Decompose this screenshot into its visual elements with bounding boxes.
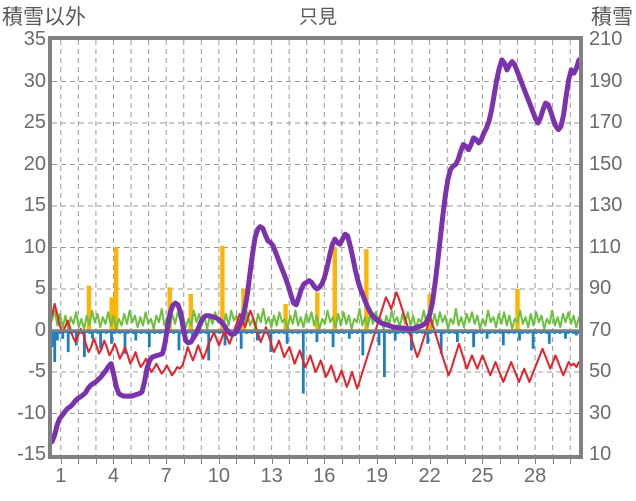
y-left-tick: 0	[34, 318, 46, 341]
x-tick: 19	[365, 465, 389, 487]
x-tick-mark	[254, 459, 256, 464]
x-tick: 4	[107, 465, 120, 487]
x-tick: 10	[207, 465, 230, 487]
x-tick-mark	[535, 459, 537, 464]
x-tick-mark	[464, 459, 466, 464]
x-tick-mark	[95, 459, 97, 464]
chart-title: 只見	[298, 7, 337, 28]
y-right-tick: 210	[589, 28, 623, 50]
y-left-tick: -15	[17, 443, 46, 465]
y-right-tick: 130	[589, 194, 623, 216]
y-left-tick: 25	[23, 111, 46, 133]
x-tick-mark	[131, 459, 133, 464]
y-right-tick: 170	[589, 111, 623, 133]
x-tick: 25	[471, 465, 494, 487]
y-right-tick: 110	[589, 235, 621, 258]
x-tick-mark	[113, 459, 115, 464]
y-left-tick: 5	[34, 277, 46, 299]
y-right-tick: 70	[589, 318, 612, 341]
y-right-tick: 50	[589, 360, 612, 382]
x-tick-mark	[482, 459, 484, 464]
plot-area	[52, 40, 579, 455]
x-tick-mark	[341, 459, 343, 464]
x-tick-mark	[218, 459, 220, 464]
x-tick: 1	[55, 465, 67, 487]
y-right-tick: 10	[589, 443, 612, 465]
x-tick-mark	[183, 459, 185, 464]
x-tick-mark	[412, 459, 414, 464]
x-tick-mark	[148, 459, 150, 464]
data-series	[52, 57, 579, 445]
x-tick-mark	[289, 459, 291, 464]
x-tick-mark	[429, 459, 431, 464]
x-tick-mark	[359, 459, 361, 464]
y-right-tick: 90	[589, 277, 612, 299]
x-tick-mark	[78, 459, 80, 464]
x-tick-mark	[517, 459, 519, 464]
x-tick: 16	[313, 465, 336, 487]
y-left-tick: 30	[23, 69, 46, 92]
y-left-tick: -5	[28, 360, 46, 382]
x-tick-mark	[394, 459, 396, 464]
x-tick-mark	[552, 459, 554, 464]
y-left-tick: 15	[23, 194, 46, 216]
x-tick: 13	[260, 465, 283, 487]
y-left-tick: -10	[17, 401, 46, 424]
y-left-tick: 10	[23, 235, 46, 258]
x-tick: 7	[160, 465, 172, 487]
right-axis-title: 積雪	[591, 6, 633, 29]
y-right-tick: 190	[589, 69, 623, 92]
x-tick: 22	[418, 465, 441, 487]
left-axis-title: 積雪以外	[2, 6, 86, 29]
x-tick-mark	[166, 459, 168, 464]
x-tick-mark	[570, 459, 572, 464]
y-right-tick: 150	[589, 152, 623, 175]
y-right-tick: 30	[589, 401, 612, 424]
x-tick-mark	[271, 459, 273, 464]
x-tick-mark	[60, 459, 62, 464]
x-tick-mark	[376, 459, 378, 464]
x-tick-mark	[306, 459, 308, 464]
x-tick: 28	[523, 465, 547, 487]
y-left-tick: 20	[23, 152, 46, 175]
y-left-tick: 35	[23, 28, 46, 50]
x-tick-mark	[447, 459, 449, 464]
x-tick-mark	[201, 459, 203, 464]
x-tick-mark	[499, 459, 501, 464]
x-tick-mark	[324, 459, 326, 464]
x-tick-mark	[236, 459, 238, 464]
